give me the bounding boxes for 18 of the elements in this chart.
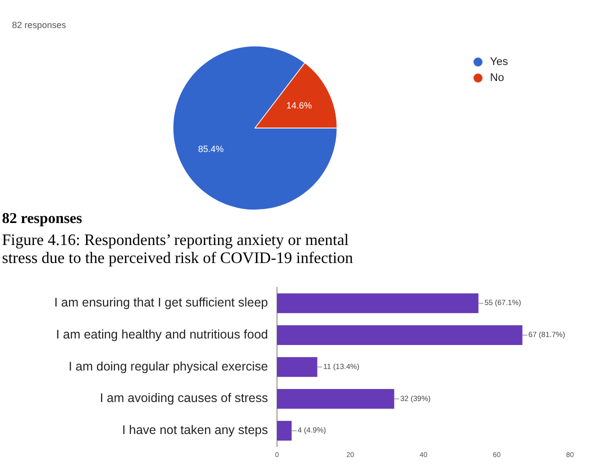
legend-label: No [490, 72, 504, 84]
y-tick-label: I have not taken any steps [122, 423, 268, 438]
bar [277, 420, 292, 441]
y-tick-label: I am avoiding causes of stress [100, 391, 268, 406]
bar [277, 325, 522, 346]
data-label: 85.4% [198, 144, 224, 154]
bar [277, 357, 318, 377]
bar [277, 293, 478, 314]
legend-label: Yes [490, 56, 508, 68]
pie-slice [172, 46, 338, 210]
y-tick-label: I am eating healthy and nutritious food [56, 327, 268, 342]
y-tick-label: I am ensuring that I get sufficient sleep [54, 296, 268, 310]
text: 82 responses [12, 20, 67, 30]
chart-title: Figure 4.16: Respondents’ reporting anxiety or mental stress due to the perceived risk of COVID-19 infection [2, 232, 354, 267]
y-tick-label: I am doing regular physical exercise [68, 359, 268, 374]
data-label: 14.6% [286, 100, 312, 111]
text: 82 responses [2, 211, 82, 227]
bar [277, 388, 394, 409]
